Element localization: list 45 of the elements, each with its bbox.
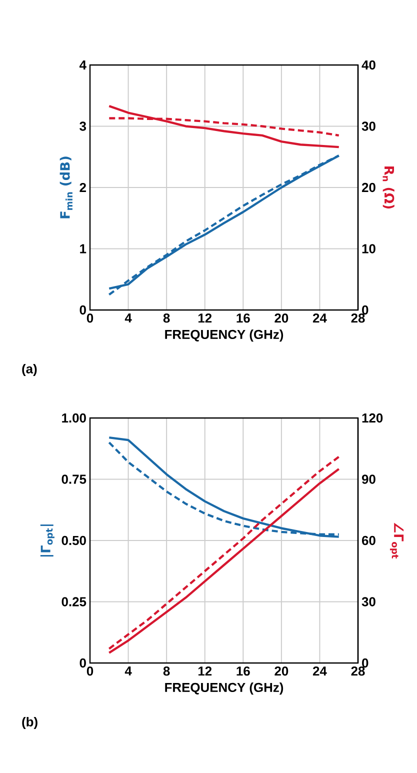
x-tick-label: 0 [86, 666, 94, 676]
text: (b) [22, 716, 38, 730]
y-tick-label: 3 [80, 122, 86, 131]
x-tick-label: 8 [163, 666, 170, 676]
y2-axis-title: R$_{n}$ (Ω) [382, 166, 394, 209]
y-tick-label: 0 [80, 305, 86, 315]
y2-tick-label: 90 [362, 474, 376, 484]
y-tick-label: 0.50 [62, 536, 86, 546]
line-series [108, 104, 340, 148]
x-tick-label: 0 [86, 314, 94, 323]
x-tick-label: 28 [351, 314, 365, 323]
x-tick-label: 16 [236, 314, 250, 323]
text: (a) [22, 364, 37, 376]
y-tick-label: 2 [80, 182, 86, 192]
x-tick-label: 20 [274, 314, 288, 323]
y-tick-label: 0.75 [62, 474, 86, 484]
x-tick-label: 20 [274, 666, 288, 676]
x-tick-label: 24 [312, 314, 327, 323]
y2-tick-label: 10 [362, 244, 376, 254]
x-tick-label: 16 [236, 666, 250, 676]
y2-tick-label: 60 [362, 536, 376, 546]
y2-tick-label: 30 [362, 122, 376, 131]
y2-tick-label: 20 [362, 182, 376, 192]
y2-tick-label: 120 [362, 413, 383, 423]
y-tick-label: 1 [80, 244, 86, 254]
y2-tick-label: 40 [362, 60, 376, 70]
y-tick-label: 0 [80, 658, 86, 668]
y2-tick-label: 0 [362, 305, 368, 315]
y-axis-title: |Γ$_{opt}$| [40, 524, 54, 556]
y-axis-title: F$_{min}$ (dB) [60, 156, 72, 218]
x-tick-label: 8 [163, 314, 170, 323]
x-tick-label: 24 [312, 666, 327, 676]
y2-axis-title: ∠Γ$_{opt}$ [390, 522, 404, 558]
x-axis-title: FREQUENCY (GHz) [165, 330, 284, 342]
y2-tick-label: 30 [362, 597, 376, 606]
x-tick-label: 4 [124, 666, 132, 676]
y-tick-label: 4 [79, 60, 86, 70]
y-tick-label: 1.00 [62, 413, 86, 423]
x-tick-label: 12 [198, 314, 212, 323]
y-tick-label: 0.25 [62, 597, 86, 606]
x-tick-label: 4 [124, 314, 132, 322]
x-tick-label: 12 [198, 666, 212, 676]
x-axis-title: FREQUENCY (GHz) [165, 682, 284, 695]
y2-tick-label: 0 [362, 658, 368, 668]
x-tick-label: 28 [351, 666, 365, 676]
